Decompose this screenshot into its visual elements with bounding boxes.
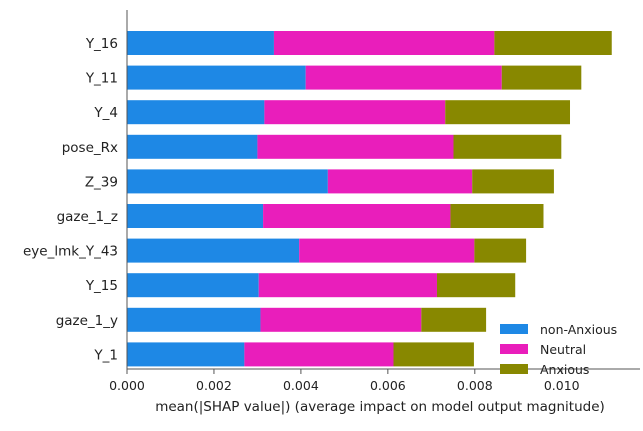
category-label: Z_39 bbox=[85, 174, 118, 190]
bar-Y_16-non-Anxious bbox=[127, 31, 274, 55]
category-label: Y_1 bbox=[93, 347, 118, 363]
bar-Y_4-Neutral bbox=[264, 100, 446, 125]
bar-gaze_1_y-Anxious bbox=[421, 307, 487, 332]
bar-gaze_1_y-Neutral bbox=[260, 307, 422, 332]
x-tick-label: 0.000 bbox=[109, 378, 145, 393]
legend-swatch-non-Anxious bbox=[500, 324, 528, 334]
bar-Y_4-Anxious bbox=[445, 100, 571, 125]
bar-pose_Rx-Anxious bbox=[453, 134, 562, 159]
bar-pose_Rx-Neutral bbox=[257, 134, 454, 159]
x-ticks: 0.000 0.002 0.004 0.006 0.008 0.010 bbox=[109, 369, 580, 393]
x-axis-title: mean(|SHAP value|) (average impact on mo… bbox=[155, 399, 605, 415]
legend-swatch-Anxious bbox=[500, 364, 528, 374]
legend-swatch-Neutral bbox=[500, 344, 528, 354]
bar-Y_11-Anxious bbox=[501, 65, 582, 90]
bar-pose_Rx-non-Anxious bbox=[127, 134, 258, 159]
x-tick-label: 0.008 bbox=[457, 378, 493, 393]
category-labels: Y_16 Y_11 Y_4 pose_Rx Z_39 gaze_1_z eye_lmk_Y_… bbox=[23, 36, 118, 363]
bar-Z_39-Anxious bbox=[472, 169, 554, 194]
bar-Y_15-non-Anxious bbox=[127, 273, 259, 298]
bar-Y_4-non-Anxious bbox=[127, 100, 265, 125]
bar-Z_39-Neutral bbox=[327, 169, 473, 194]
category-label: gaze_1_z bbox=[57, 209, 118, 225]
bar-Y_1-non-Anxious bbox=[127, 342, 245, 367]
category-label: Y_16 bbox=[85, 36, 118, 52]
category-label: gaze_1_y bbox=[56, 313, 118, 329]
bar-Y_16-Neutral bbox=[273, 31, 495, 55]
bar-Y_15-Anxious bbox=[436, 273, 516, 298]
category-label: Y_11 bbox=[85, 71, 118, 87]
legend-label: Neutral bbox=[540, 342, 586, 357]
category-label: eye_lmk_Y_43 bbox=[23, 244, 118, 260]
bar-Y_16-Anxious bbox=[494, 31, 612, 55]
bar-gaze_1_z-Neutral bbox=[263, 204, 451, 228]
x-tick-label: 0.006 bbox=[370, 378, 406, 393]
bar-eye_lmk_Y_43-Anxious bbox=[474, 238, 527, 263]
bar-Y_11-Neutral bbox=[305, 65, 502, 90]
legend-label: non-Anxious bbox=[540, 322, 617, 337]
bar-Y_15-Neutral bbox=[258, 273, 437, 298]
legend: non-Anxious Neutral Anxious bbox=[500, 322, 617, 377]
x-tick-label: 0.010 bbox=[544, 378, 580, 393]
bar-Y_1-Neutral bbox=[244, 342, 394, 367]
legend-label: Anxious bbox=[540, 362, 589, 377]
bar-Y_11-non-Anxious bbox=[127, 65, 306, 90]
category-label: pose_Rx bbox=[62, 140, 118, 156]
bar-layer bbox=[127, 31, 612, 367]
bar-gaze_1_z-Anxious bbox=[450, 204, 544, 228]
bar-Z_39-non-Anxious bbox=[127, 169, 328, 194]
x-tick-label: 0.002 bbox=[196, 378, 232, 393]
bar-gaze_1_y-non-Anxious bbox=[127, 307, 261, 332]
category-label: Y_4 bbox=[93, 105, 118, 121]
bar-gaze_1_z-non-Anxious bbox=[127, 204, 264, 228]
category-label: Y_15 bbox=[85, 278, 118, 294]
bar-eye_lmk_Y_43-non-Anxious bbox=[127, 238, 300, 263]
bar-eye_lmk_Y_43-Neutral bbox=[299, 238, 475, 263]
bar-Y_1-Anxious bbox=[393, 342, 474, 367]
x-tick-label: 0.004 bbox=[283, 378, 319, 393]
